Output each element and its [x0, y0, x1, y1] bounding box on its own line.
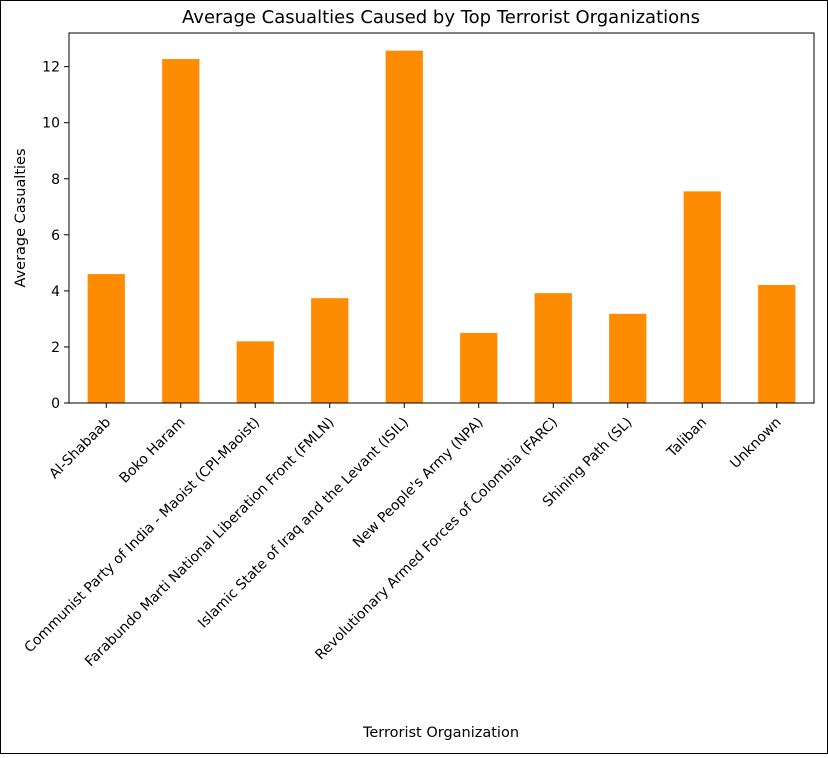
x-tick-label: Unknown	[727, 415, 784, 472]
y-axis-label: Average Casualties	[13, 148, 29, 287]
x-tick-label: New People's Army (NPA)	[350, 415, 487, 552]
y-tick-label: 12	[42, 60, 60, 76]
y-tick-label: 8	[51, 172, 60, 188]
bar-8	[683, 191, 721, 403]
x-tick-label: Taliban	[663, 415, 710, 462]
bar-4	[385, 50, 423, 403]
y-tick-label: 10	[42, 116, 60, 132]
y-tick-label: 4	[51, 284, 60, 300]
bar-2	[236, 341, 274, 403]
x-tick-label: Boko Haram	[117, 415, 189, 487]
chart-title: Average Casualties Caused by Top Terrori…	[182, 7, 700, 28]
y-tick-label: 0	[51, 396, 60, 412]
plot-area	[68, 32, 815, 404]
y-tick-label: 2	[51, 340, 60, 356]
x-axis-label: Terrorist Organization	[362, 725, 519, 741]
x-tick-label: Al-Shabaab	[46, 414, 114, 482]
x-tick-label: Farabundo Marti National Liberation Fron…	[82, 415, 337, 670]
y-tick-label: 6	[51, 228, 60, 244]
bar-6	[534, 293, 572, 403]
bar-3	[311, 298, 349, 403]
bar-9	[758, 284, 796, 403]
bar-0	[87, 274, 125, 403]
bar-5	[460, 332, 498, 403]
bar-7	[609, 313, 647, 403]
bar-1	[162, 59, 200, 403]
